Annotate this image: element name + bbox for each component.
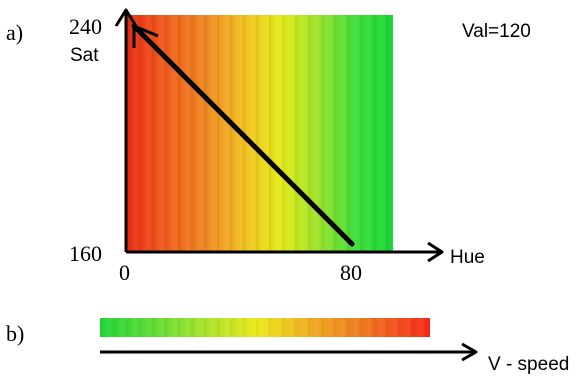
hue-axis-arrowhead <box>427 241 444 263</box>
part-a-label: a) <box>6 20 24 45</box>
part-b-label: b) <box>6 321 25 346</box>
hue-sat-path-arrowhead <box>132 24 159 48</box>
hue-sat-path-line <box>131 23 355 247</box>
hue-axis-label: Hue <box>450 247 485 268</box>
sat-min-label: 160 <box>69 241 102 266</box>
speed-axis-label: V - speed <box>488 354 570 375</box>
hue-max-label: 80 <box>340 260 362 285</box>
speed-color-strip <box>100 318 430 337</box>
value-note: Val=120 <box>462 21 531 42</box>
sat-axis-label: Sat <box>70 45 99 66</box>
hue-min-label: 0 <box>119 260 130 285</box>
hue-saturation-gradient <box>126 15 393 252</box>
sat-max-label: 240 <box>69 14 102 39</box>
sat-axis-arrowhead <box>114 8 138 27</box>
speed-axis-arrowhead <box>461 342 478 362</box>
